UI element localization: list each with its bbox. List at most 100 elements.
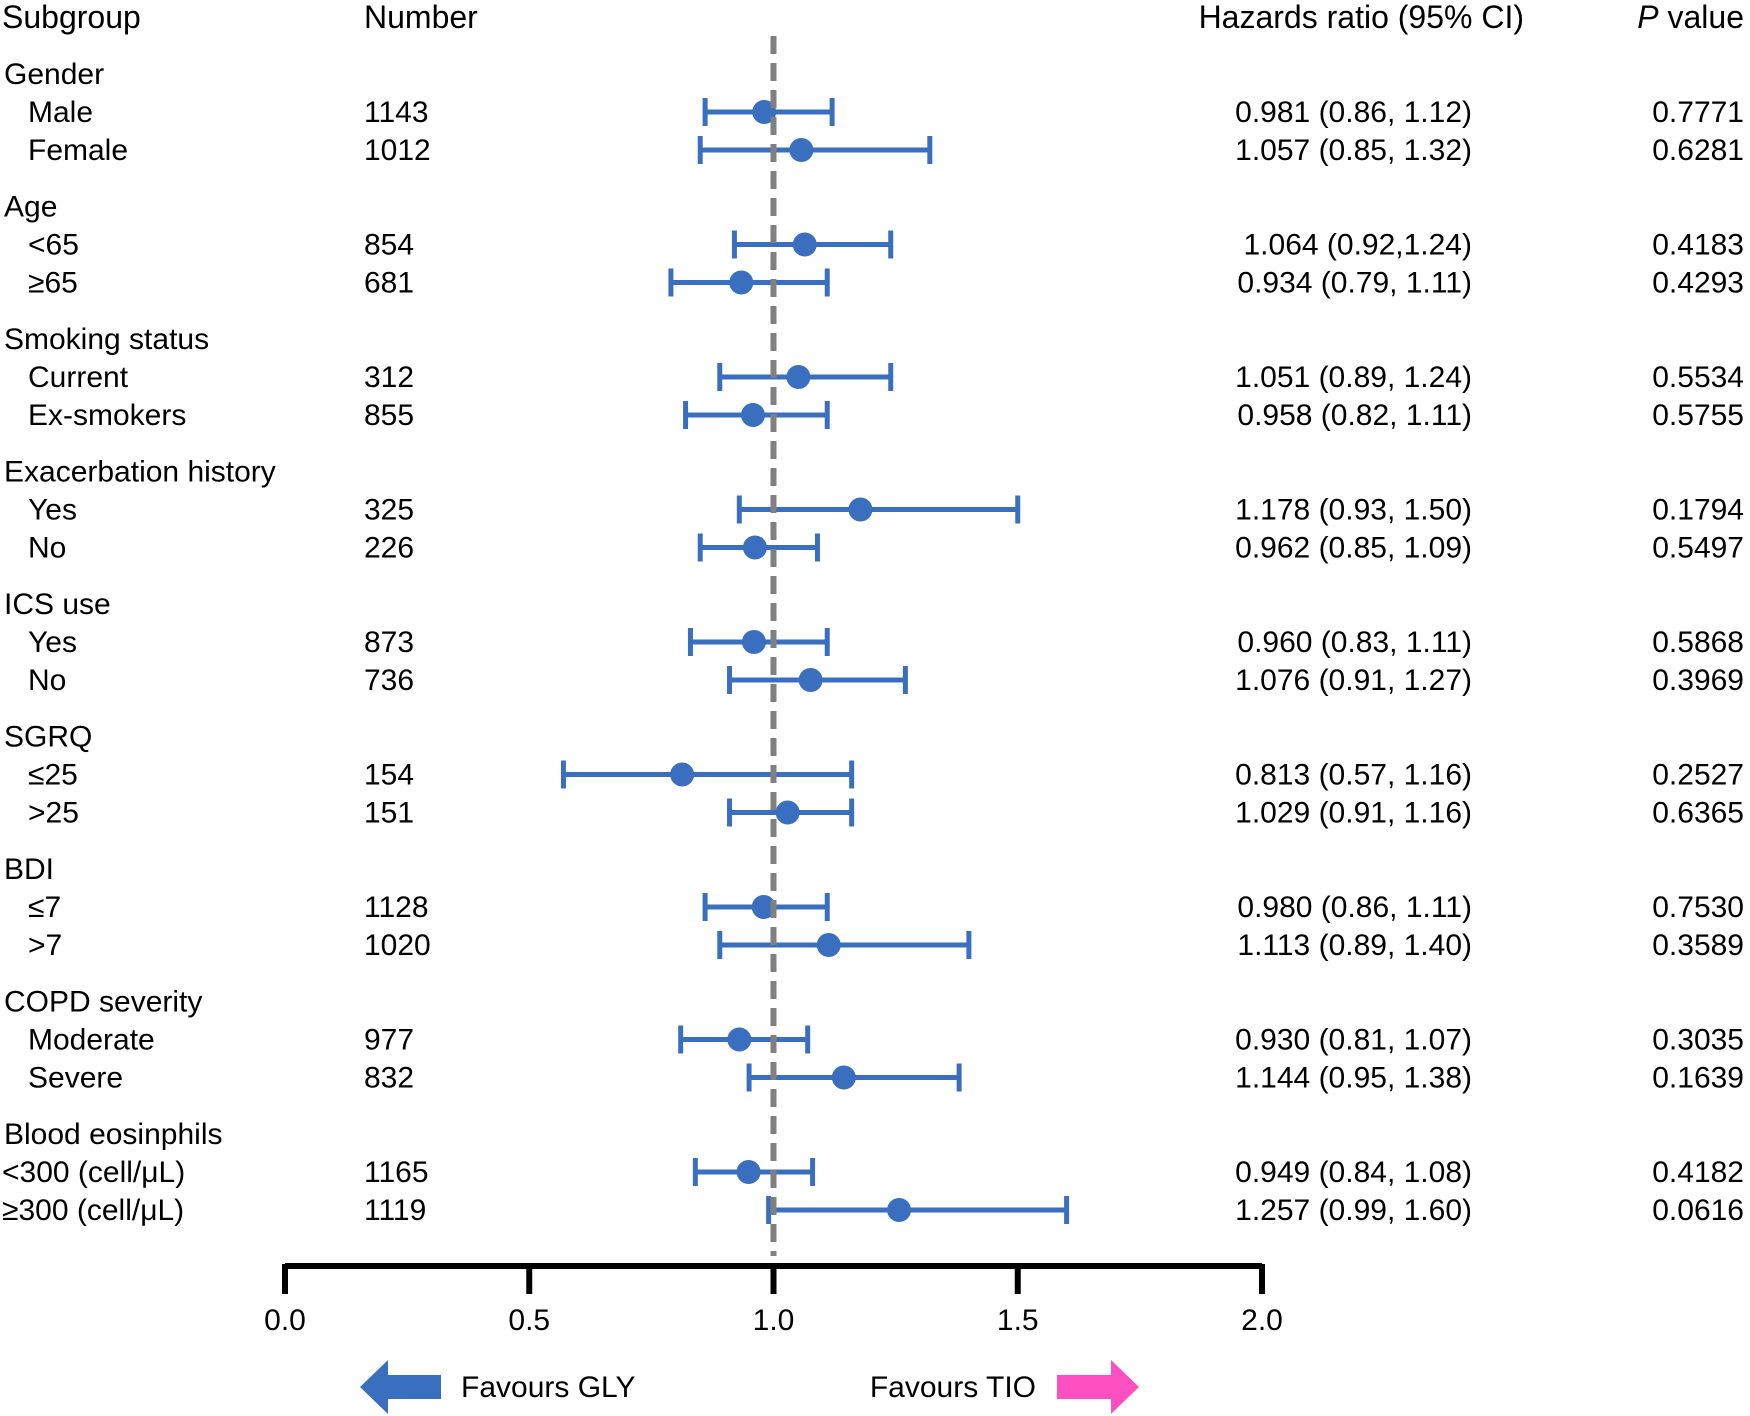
row-number: 977: [364, 1024, 414, 1057]
row-label: Yes: [28, 494, 77, 527]
number-header: Number: [364, 0, 478, 35]
row-hazard-ratio: 0.980 (0.86, 1.11): [1237, 891, 1472, 924]
row-label: ≤7: [28, 891, 61, 924]
hr-point: [789, 138, 814, 162]
row-hazard-ratio: 0.958 (0.82, 1.11): [1237, 399, 1472, 432]
row-hazard-ratio: 1.057 (0.85, 1.32): [1235, 134, 1472, 167]
row-label: Female: [28, 134, 128, 167]
group-label: Blood eosinphils: [4, 1118, 222, 1151]
row-hazard-ratio: 1.257 (0.99, 1.60): [1235, 1194, 1472, 1227]
hr-point: [742, 535, 767, 560]
row-hazard-ratio: 1.178 (0.93, 1.50): [1235, 494, 1472, 527]
row-number: 681: [364, 267, 414, 300]
x-axis: 0.0 0.5 1.0 1.5 2.0: [264, 1263, 1283, 1337]
p-value-header: P value: [1637, 0, 1744, 35]
row-hazard-ratio: 1.113 (0.89, 1.40): [1237, 929, 1472, 962]
row-number: 1143: [364, 96, 429, 129]
row-number: 325: [364, 494, 414, 527]
row-label: <300 (cell/μL): [2, 1156, 185, 1189]
row-number: 151: [364, 797, 414, 830]
row-p-value: 0.4182: [1652, 1156, 1744, 1189]
row-p-value: 0.3969: [1652, 664, 1744, 697]
hr-point: [727, 1027, 752, 1052]
row-number: 736: [364, 664, 414, 697]
row-hazard-ratio: 1.076 (0.91, 1.27): [1235, 664, 1472, 697]
group-label: Gender: [4, 58, 104, 91]
row-number: 873: [364, 626, 414, 659]
row-p-value: 0.7771: [1652, 96, 1744, 129]
group-label: ICS use: [4, 588, 111, 621]
row-p-value: 0.4183: [1652, 229, 1744, 262]
row-number: 1128: [364, 891, 429, 924]
row-p-value: 0.5534: [1652, 361, 1744, 394]
row-number: 832: [364, 1062, 414, 1095]
hr-point: [831, 1065, 856, 1090]
row-number: 312: [364, 361, 414, 394]
row-p-value: 0.1794: [1652, 494, 1744, 527]
group-label: COPD severity: [4, 986, 202, 1019]
row-p-value: 0.3589: [1652, 929, 1744, 962]
row-number: 855: [364, 399, 414, 432]
row-label: ≥300 (cell/μL): [2, 1194, 184, 1227]
row-label: Male: [28, 96, 93, 129]
row-label: Severe: [28, 1062, 123, 1095]
hr-point: [792, 232, 817, 257]
row-number: 1119: [364, 1194, 426, 1227]
hr-point: [741, 630, 766, 654]
row-hazard-ratio: 1.051 (0.89, 1.24): [1235, 361, 1472, 394]
row-number: 226: [364, 532, 414, 565]
hr-point: [729, 270, 754, 295]
row-p-value: 0.5868: [1652, 626, 1744, 659]
arrow-right-icon: [1057, 1360, 1139, 1414]
row-label: Moderate: [28, 1024, 155, 1057]
hr-point: [752, 100, 777, 124]
x-tick-label: 0.5: [508, 1304, 550, 1337]
row-p-value: 0.2527: [1652, 759, 1744, 792]
x-tick-label: 1.5: [997, 1304, 1039, 1337]
x-tick-label: 1.0: [753, 1304, 795, 1337]
row-p-value: 0.7530: [1652, 891, 1744, 924]
row-hazard-ratio: 0.981 (0.86, 1.12): [1235, 96, 1472, 129]
row-label: Current: [28, 361, 129, 394]
row-number: 1012: [364, 134, 431, 167]
row-hazard-ratio: 0.962 (0.85, 1.09): [1235, 532, 1472, 565]
row-p-value: 0.0616: [1652, 1194, 1744, 1227]
p-value-header-p: P: [1637, 0, 1659, 35]
row-p-value: 0.5755: [1652, 399, 1744, 432]
row-p-value: 0.6365: [1652, 797, 1744, 830]
subgroup-header: Subgroup: [2, 0, 141, 35]
legend: Favours GLY Favours TIO: [360, 1360, 1139, 1414]
hr-point: [786, 365, 811, 389]
hr-point: [848, 497, 873, 522]
row-hazard-ratio: 0.930 (0.81, 1.07): [1235, 1024, 1472, 1057]
row-label: No: [28, 532, 66, 565]
table-rows: Gender Male 1143 0.981 (0.86, 1.12) 0.7771 Fe…: [2, 58, 1744, 1227]
row-p-value: 0.6281: [1652, 134, 1744, 167]
row-hazard-ratio: 0.960 (0.83, 1.11): [1237, 626, 1472, 659]
row-hazard-ratio: 0.934 (0.79, 1.11): [1237, 267, 1472, 300]
group-label: SGRQ: [4, 721, 92, 754]
row-label: <65: [28, 229, 79, 262]
hr-point: [816, 933, 841, 957]
hr-point: [670, 762, 695, 787]
row-hazard-ratio: 0.813 (0.57, 1.16): [1235, 759, 1472, 792]
row-p-value: 0.1639: [1652, 1062, 1744, 1095]
hr-point: [736, 1160, 761, 1184]
row-hazard-ratio: 1.064 (0.92,1.24): [1243, 229, 1472, 262]
group-label: Exacerbation history: [4, 456, 276, 489]
arrow-left-icon: [360, 1360, 441, 1414]
hr-point: [751, 895, 776, 919]
row-p-value: 0.3035: [1652, 1024, 1744, 1057]
row-label: >7: [28, 929, 62, 962]
hr-point: [775, 800, 800, 825]
x-tick-label: 2.0: [1241, 1304, 1283, 1337]
hazards-ratio-header: Hazards ratio (95% CI): [1199, 0, 1524, 35]
row-label: Ex-smokers: [28, 399, 186, 432]
favours-tio-label: Favours TIO: [870, 1371, 1036, 1404]
group-label: Smoking status: [4, 323, 209, 356]
row-label: Yes: [28, 626, 77, 659]
row-p-value: 0.4293: [1652, 267, 1744, 300]
column-headers: Subgroup Number Hazards ratio (95% CI) P…: [2, 0, 1744, 35]
row-hazard-ratio: 1.144 (0.95, 1.38): [1235, 1062, 1472, 1095]
